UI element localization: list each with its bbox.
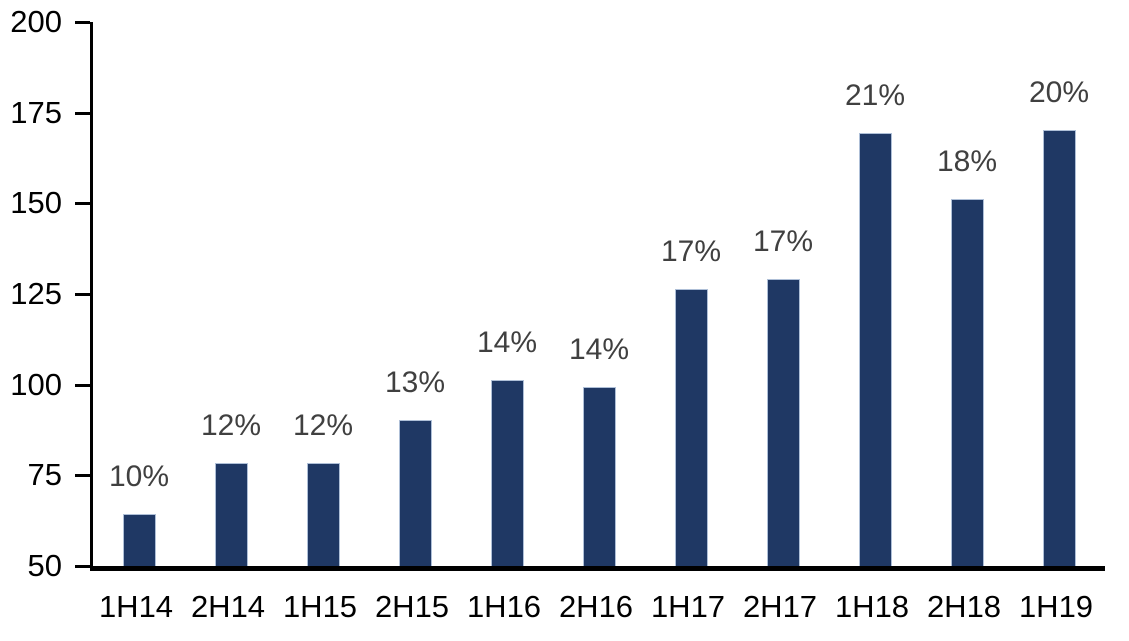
bar-data-label: 10% (108, 460, 170, 494)
y-axis-tick-label: 100 (10, 366, 62, 402)
bar-1H16 (490, 380, 524, 566)
bar-2H16 (582, 387, 616, 566)
bar-2H15 (398, 419, 432, 566)
bar-1H19 (1042, 129, 1076, 566)
bar-data-label: 21% (844, 79, 906, 113)
x-axis-tick-label: 1H15 (282, 589, 358, 624)
bar-data-label: 12% (200, 409, 262, 443)
x-axis-tick-label: 2H18 (926, 589, 1002, 624)
y-axis-tick (75, 474, 90, 478)
bar-data-label: 17% (752, 224, 814, 258)
y-axis-tick (75, 565, 90, 568)
plot-area: 10% 12% 12% 13% 14% 14% 17% 17% 21% 18% 20% (90, 22, 1105, 571)
y-axis-tick-label: 200 (10, 4, 62, 39)
bar-data-label: 13% (384, 365, 446, 399)
x-axis-tick-label: 1H17 (650, 589, 726, 624)
bar-data-label: 14% (568, 333, 630, 367)
x-axis-tick-label: 2H15 (374, 589, 450, 624)
bar-data-label: 14% (476, 326, 538, 360)
y-axis-tick (75, 293, 90, 296)
bar-2H18 (950, 198, 984, 566)
bar-1H18 (858, 133, 892, 566)
x-axis-tick-label: 2H16 (558, 589, 634, 624)
y-axis-tick (75, 202, 90, 206)
y-axis-tick-label: 125 (10, 276, 62, 311)
y-axis-tick-label: 50 (27, 548, 62, 583)
y-axis-tick-label: 175 (10, 94, 62, 130)
x-axis-tick-label: 1H14 (98, 589, 174, 624)
x-axis-tick-label: 1H16 (466, 589, 542, 624)
bar-2H17 (766, 278, 800, 566)
y-axis-tick (75, 383, 90, 387)
y-axis-tick-label: 75 (27, 457, 62, 493)
bar-data-label: 12% (292, 409, 354, 443)
bar-1H17 (674, 289, 708, 566)
bar-data-label: 17% (660, 235, 722, 269)
x-axis-tick-label: 2H14 (190, 589, 266, 624)
bar-data-label: 20% (1028, 75, 1090, 109)
y-axis-tick (75, 21, 90, 24)
x-axis-tick-label: 1H19 (1018, 589, 1094, 624)
bar-1H14 (122, 514, 156, 566)
x-axis-tick-label: 1H18 (834, 589, 910, 624)
x-axis-tick-label: 2H17 (742, 589, 818, 624)
bar-data-label: 18% (936, 144, 998, 178)
bar-1H15 (306, 463, 340, 566)
bar-2H14 (214, 463, 248, 566)
y-axis-tick-label: 150 (10, 185, 62, 221)
y-axis-tick (75, 111, 90, 115)
